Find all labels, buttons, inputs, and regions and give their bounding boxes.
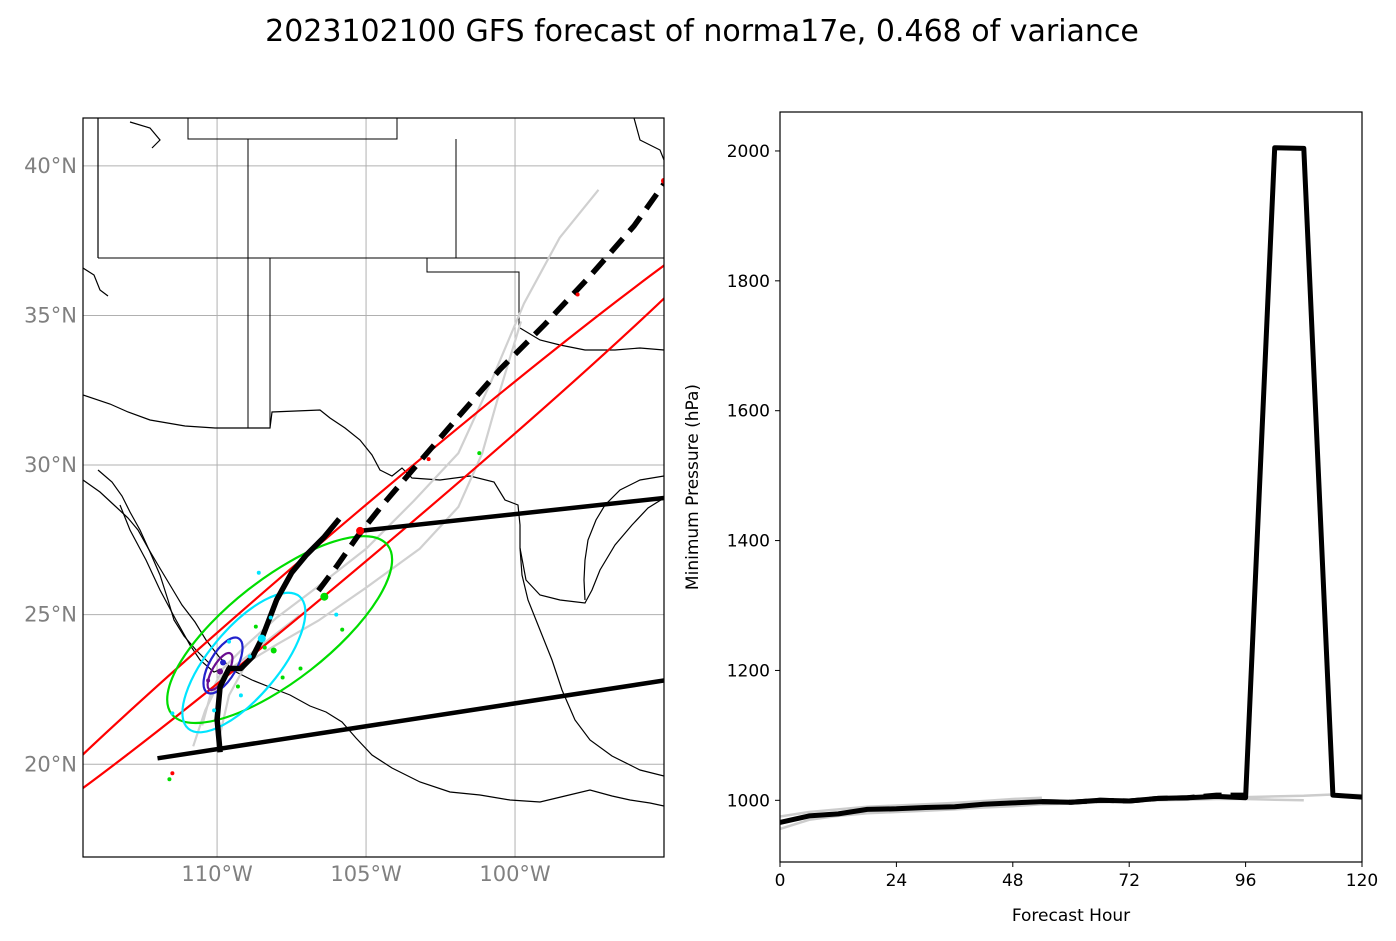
- track-point: [262, 645, 267, 650]
- lat-tick-label: 20°N: [24, 752, 77, 776]
- mean-track: [214, 517, 342, 753]
- map-tick-labels: 40°N 35°N 30°N 25°N 20°N 110°W 105°W 100°W: [24, 154, 551, 886]
- track-point: [661, 177, 664, 184]
- track-point: [170, 711, 175, 716]
- track-point: [270, 647, 277, 654]
- track-point: [247, 654, 252, 659]
- y-tick-label: 1800: [727, 272, 770, 292]
- track-point: [280, 675, 285, 680]
- track-point: [575, 292, 580, 297]
- x-tick-label: 96: [1235, 871, 1257, 891]
- lon-tick-label: 100°W: [479, 862, 551, 886]
- track-point: [268, 615, 273, 620]
- x-axis-label: Forecast Hour: [1012, 906, 1130, 926]
- track-point: [217, 668, 224, 675]
- lat-tick-label: 40°N: [24, 154, 77, 178]
- uncertainty-ellipse: [181, 591, 307, 734]
- lon-tick-label: 110°W: [181, 862, 253, 886]
- y-axis-label: Minimum Pressure (hPa): [683, 384, 703, 590]
- lat-tick-label: 35°N: [24, 303, 77, 327]
- track-point: [167, 777, 172, 782]
- state-border-ok-tx: [519, 327, 664, 351]
- track-point: [320, 592, 329, 601]
- mexico-gulf-coast: [519, 547, 664, 777]
- envelope-line: [359, 495, 664, 534]
- track-point: [334, 612, 339, 617]
- track-point: [238, 693, 243, 698]
- track-point: [212, 708, 217, 713]
- track-point: [170, 771, 175, 776]
- coast-north: [129, 121, 161, 149]
- plot-frame: [779, 111, 1363, 863]
- coastlines: [83, 118, 664, 807]
- baja-west-coast: [119, 504, 225, 673]
- envelope-line: [157, 678, 664, 761]
- track-point: [356, 526, 365, 535]
- track-point: [226, 639, 231, 644]
- member-track: [192, 613, 302, 747]
- track-point: [477, 451, 482, 456]
- great-lakes-coast: [633, 118, 664, 161]
- state-borders: [98, 118, 664, 428]
- track-point: [206, 678, 211, 683]
- pressure-ticks: 0 24 48 72 96 120 1000 1200 1400 1600 1800 2000: [727, 142, 1378, 891]
- member-track: [219, 321, 523, 735]
- member-track: [201, 189, 600, 726]
- y-tick-label: 1400: [727, 532, 770, 552]
- x-tick-label: 48: [1002, 871, 1024, 891]
- track-point: [340, 627, 345, 632]
- figure-title: 2023102100 GFS forecast of norma17e, 0.4…: [265, 14, 1139, 49]
- map-frame: [82, 117, 665, 858]
- map-gridlines: [83, 118, 664, 857]
- us-mexico-border: [83, 394, 664, 604]
- x-tick-label: 120: [1346, 871, 1378, 891]
- track-point: [298, 666, 303, 671]
- map-tracks: [83, 177, 664, 834]
- gulf-coast: [583, 475, 664, 601]
- track-point: [253, 624, 258, 629]
- map-background: [83, 118, 664, 857]
- track-point: [426, 457, 431, 462]
- y-tick-label: 2000: [727, 142, 770, 162]
- track-point: [256, 570, 261, 575]
- lon-tick-label: 105°W: [330, 862, 402, 886]
- y-tick-label: 1600: [727, 402, 770, 422]
- uncertainty-ellipse: [202, 636, 244, 695]
- x-tick-label: 24: [886, 871, 908, 891]
- y-tick-label: 1200: [727, 661, 770, 681]
- track-point: [257, 634, 266, 643]
- x-tick-label: 0: [775, 871, 786, 891]
- plot-background: [780, 112, 1362, 862]
- y-tick-label: 1000: [727, 791, 770, 811]
- state-border-tx-panhandle: [426, 258, 520, 328]
- pressure-lines: [780, 145, 1362, 831]
- pressure-chart: 0 24 48 72 96 120 1000 1200 1400 1600 1800 2000 For…: [683, 111, 1378, 926]
- california-coast: [83, 267, 109, 297]
- track-point: [235, 684, 240, 689]
- x-tick-label: 72: [1118, 871, 1140, 891]
- lat-tick-label: 30°N: [24, 453, 77, 477]
- state-border-wyoming: [187, 118, 398, 140]
- member-pressure-line: [780, 797, 1304, 831]
- member-pressure-line: [780, 796, 1042, 818]
- track-map: 40°N 35°N 30°N 25°N 20°N 110°W 105°W 100°W: [24, 117, 665, 886]
- mean-pressure-dashed: [1041, 792, 1246, 805]
- lat-tick-label: 25°N: [24, 603, 77, 627]
- track-point: [220, 659, 227, 666]
